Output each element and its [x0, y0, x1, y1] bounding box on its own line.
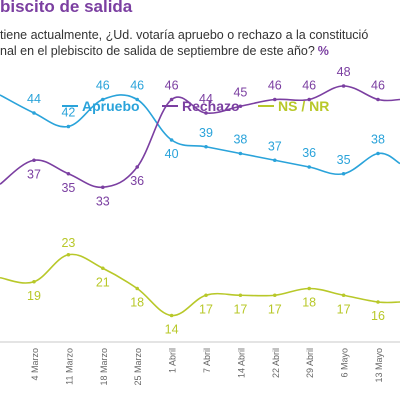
data-point: [66, 171, 71, 176]
data-label: 46: [268, 79, 282, 93]
data-label: 38: [371, 133, 385, 147]
data-point: [341, 171, 346, 176]
x-tick-label: 6 Mayo: [340, 348, 350, 378]
data-label: 23: [61, 236, 75, 250]
legend-item-nsnr: NS / NR: [258, 98, 329, 114]
legend-item-apruebo: Apruebo: [62, 98, 140, 114]
legend-label-nsnr: NS / NR: [278, 98, 330, 114]
data-label: 18: [130, 296, 144, 310]
data-label: 46: [165, 79, 179, 93]
data-point: [238, 151, 243, 156]
data-label: 37: [27, 167, 41, 181]
data-point: [101, 97, 105, 102]
data-point: [66, 252, 71, 257]
data-point: [66, 124, 71, 129]
x-tick-label: 11 Marzo: [64, 348, 74, 385]
data-label: 46: [130, 79, 144, 93]
data-point: [101, 185, 105, 190]
question-text-line2-body: nal en el plebiscito de salida de septie…: [0, 44, 315, 58]
data-point: [169, 313, 174, 318]
x-tick-label: 1 Abril: [168, 348, 178, 373]
data-point: [238, 104, 243, 109]
data-label: 48: [337, 65, 351, 79]
data-point: [32, 158, 36, 163]
data-label: 18: [302, 296, 316, 310]
data-label: 46: [302, 79, 316, 93]
x-tick-label: 14 Abril: [236, 348, 246, 378]
data-point: [135, 286, 139, 291]
data-label: 39: [199, 126, 213, 140]
data-label: 35: [337, 153, 351, 167]
legend-swatch-nsnr: [258, 105, 274, 108]
data-point: [341, 84, 346, 88]
data-point: [169, 138, 174, 142]
x-tick-label: 29 Abril: [305, 348, 315, 378]
data-label: 38: [233, 133, 247, 147]
percent-unit-marker: %: [317, 44, 329, 58]
data-point: [169, 97, 174, 102]
question-text-line1: tiene actualmente, ¿Ud. votaría apruebo …: [0, 28, 369, 42]
data-label: 44: [27, 92, 41, 106]
data-point: [135, 165, 139, 169]
data-point: [32, 111, 36, 115]
data-point: [376, 97, 380, 102]
data-label: 36: [130, 174, 144, 188]
x-tick-label: 22 Abril: [271, 348, 281, 378]
data-label: 36: [302, 146, 316, 160]
data-label: 42: [61, 106, 75, 120]
data-label: 46: [371, 79, 385, 93]
data-label: 17: [268, 302, 282, 316]
data-label: 21: [96, 275, 110, 289]
data-point: [204, 111, 208, 115]
question-text-line2: nal en el plebiscito de salida de septie…: [0, 44, 329, 58]
data-label: 16: [371, 309, 385, 323]
x-tick-label: 13 Mayo: [374, 348, 384, 383]
chart-title: biscito de salida: [0, 0, 133, 16]
data-point: [273, 158, 277, 163]
legend-swatch-apruebo: [62, 105, 78, 108]
data-point: [376, 151, 380, 156]
data-point: [376, 300, 380, 304]
data-label: 17: [233, 302, 247, 316]
x-tick-label: 25 Marzo: [133, 348, 143, 386]
data-point: [307, 165, 312, 169]
data-label: 17: [199, 302, 213, 316]
data-label: 40: [165, 147, 179, 161]
data-label: 14: [165, 323, 179, 337]
data-label: 46: [96, 79, 110, 93]
legend-label-apruebo: Apruebo: [82, 98, 140, 114]
data-point: [204, 293, 208, 298]
data-point: [307, 97, 312, 102]
data-label: 44: [199, 92, 213, 106]
data-point: [238, 293, 243, 298]
data-point: [307, 286, 312, 291]
data-label: 33: [96, 194, 110, 208]
data-label: 19: [27, 289, 41, 303]
x-tick-label: 4 Marzo: [30, 348, 40, 381]
legend-swatch-rechazo: [162, 105, 178, 108]
data-label: 37: [268, 139, 282, 153]
x-tick-label: 7 Abril: [202, 348, 212, 373]
data-point: [204, 144, 208, 149]
data-point: [135, 97, 139, 102]
data-label: 35: [61, 181, 75, 195]
data-point: [273, 97, 277, 102]
data-label: 17: [337, 302, 351, 316]
data-point: [32, 279, 36, 284]
data-label: 45: [233, 85, 247, 99]
data-point: [101, 266, 105, 271]
data-point: [273, 293, 277, 298]
data-point: [341, 293, 346, 298]
x-tick-label: 18 Marzo: [99, 348, 109, 386]
